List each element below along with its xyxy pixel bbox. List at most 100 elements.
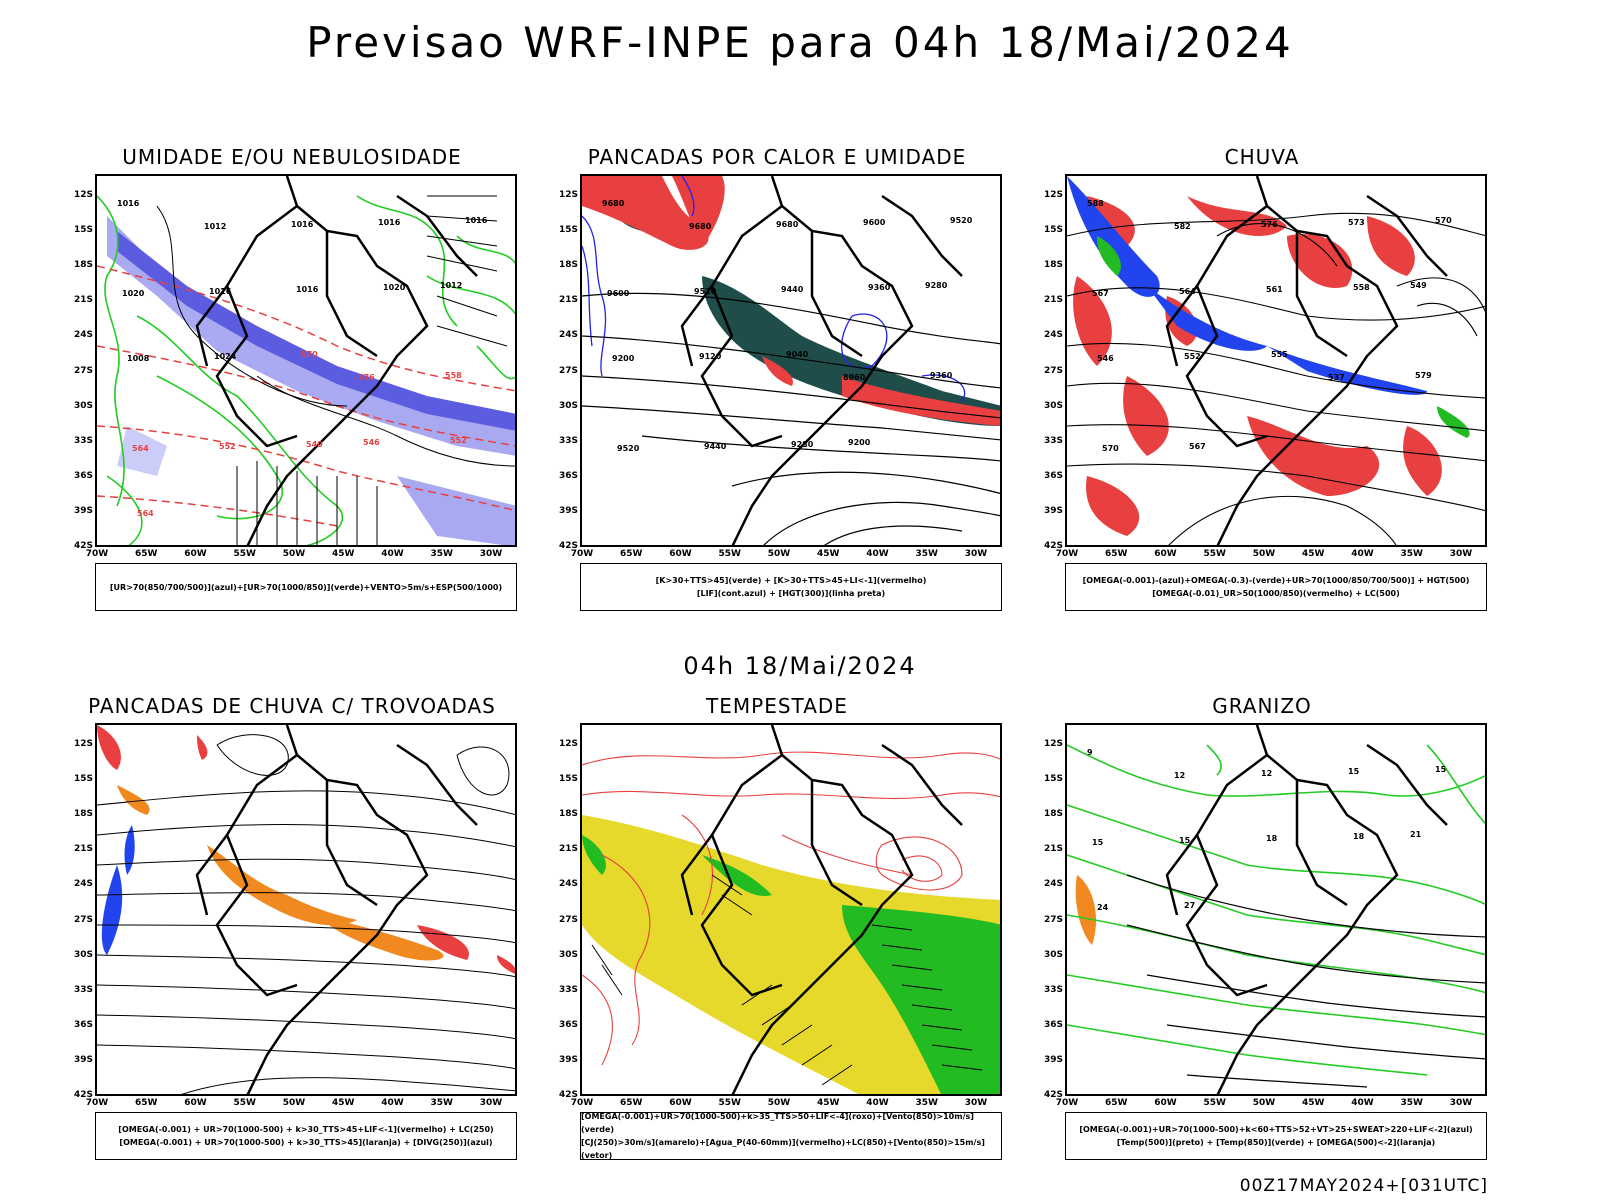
contour-value-label: 1016 [209,287,232,296]
lat-tick-label: 39S [558,1054,578,1065]
hgt300-black-contours [582,292,1000,545]
panel-tempestade: TEMPESTADE [542,694,1012,1164]
panel-title: PANCADAS POR CALOR E UMIDADE [587,145,967,169]
lat-tick-label: 18S [1043,260,1063,271]
lat-tick-label: 30S [73,949,93,960]
lon-tick-label: 35W [430,549,453,559]
panel-title: CHUVA [1224,145,1300,169]
panel-legend: [OMEGA(-0.001)+UR>70(1000-500)+k<60+TTS>… [1065,1112,1487,1160]
map-umidade: 1016 1012 1016 1016 1016 1020 1016 1016 1020 1012… [95,174,517,547]
lat-tick-label: 27S [558,914,578,925]
panel-title: UMIDADE E/OU NEBULOSIDADE [122,145,462,169]
legend-line: [OMEGA(-0.001) + UR>70(1000-500) + k>30_… [118,1125,494,1134]
lat-tick-label: 42S [558,1090,578,1100]
contour-value-label: 1020 [122,289,145,298]
map-trovoadas [95,723,517,1096]
lat-tick-label: 30S [1043,949,1063,960]
lat-tick-label: 18S [1043,809,1063,820]
contour-value-label: 588 [1087,199,1104,208]
lat-tick-label: 15S [1043,225,1063,236]
lat-tick-label: 39S [1043,505,1063,516]
contour-value-label: 8960 [843,373,866,382]
temp500-black-contours [1126,874,1485,1088]
country-borders [680,725,963,1094]
lon-tick-label: 70W [570,549,594,559]
lat-tick-label: 30S [558,400,578,411]
lat-tick-label: 12S [1043,739,1063,749]
contour-value-label: 15 [1092,838,1104,847]
run-info-footer: 00Z17MAY2024+[031UTC] [1239,1176,1488,1196]
lat-tick-label: 12S [558,739,578,749]
contour-value-label: 24 [1097,903,1109,912]
lat-tick-label: 33S [1043,984,1063,995]
lon-tick-label: 50W [282,1098,306,1108]
lon-tick-label: 60W [184,1098,207,1108]
contour-value-label: 1016 [465,216,488,225]
contour-value-label: 573 [1348,218,1365,227]
lon-tick-label: 65W [1105,1098,1128,1108]
lat-tick-label: 12S [558,190,578,200]
rain-green-areas [1097,236,1470,438]
contour-value-label: 12 [1174,771,1185,780]
contour-value-label: 570 [1435,216,1452,225]
lon-tick-label: 55W [718,549,741,559]
contour-value-label: 9600 [607,289,630,298]
lon-tick-label: 45W [332,549,355,559]
lat-tick-label: 36S [558,1019,578,1030]
country-borders [1165,725,1448,1094]
lat-tick-label: 39S [1043,1054,1063,1065]
lon-tick-label: 65W [620,549,643,559]
lat-tick-label: 27S [73,914,93,925]
lat-tick-label: 24S [1043,879,1063,890]
lat-tick-label: 39S [73,505,93,516]
lon-tick-label: 70W [85,549,109,559]
map-chuva: 588 582 576 573 570 567 564 561 558 549 546 552 555 5… [1065,174,1487,547]
lat-tick-label: 42S [558,541,578,551]
mid-title: 04h 18/Mai/2024 [683,652,917,680]
lon-tick-label: 30W [964,549,988,559]
lon-tick-label: 35W [915,549,938,559]
lat-tick-label: 21S [73,844,93,855]
lat-tick-label: 27S [73,365,93,376]
panel-legend: [OMEGA(-0.001) + UR>70(1000-500) + k>30_… [95,1112,517,1160]
lat-tick-label: 24S [558,879,578,890]
temp850-green-contours [1067,744,1485,1076]
contour-value-label: 9680 [776,220,799,229]
panel-legend: [OMEGA(-0.001)-(azul)+OMEGA(-0.3)-(verde… [1065,563,1487,611]
contour-value-label: 1012 [440,281,462,290]
legend-line: [OMEGA(-0.001)+UR>70(1000-500)+k<60+TTS>… [1079,1125,1473,1134]
contour-value-label: 1008 [127,354,150,363]
contour-value-label: 15 [1348,767,1360,776]
lat-tick-label: 12S [1043,190,1063,200]
contour-value-label: 9680 [689,222,712,231]
lif-blue-contours [582,176,966,402]
panel-trovoadas: PANCADAS DE CHUVA C/ TROVOADAS [57,694,527,1164]
contour-value-label: 564 [137,509,154,518]
lat-tick-label: 24S [558,330,578,341]
contour-value-label: 555 [1271,350,1288,359]
contour-value-label: 15 [1179,836,1191,845]
lat-tick-label: 18S [558,809,578,820]
lon-tick-label: 60W [184,549,207,559]
lat-tick-label: 21S [1043,295,1063,306]
map-tempestade [580,723,1002,1096]
lat-tick-label: 36S [73,470,93,481]
contour-value-label: 564 [132,444,149,453]
contour-value-label: 579 [1415,371,1432,380]
panel-title: GRANIZO [1212,694,1312,718]
contour-value-label: 9280 [791,440,814,449]
lon-tick-label: 30W [479,1098,503,1108]
lat-tick-label: 15S [73,774,93,785]
humidity-green-contours [97,195,515,545]
contour-value-label: 9200 [848,438,871,447]
contour-value-label: 561 [1266,285,1283,294]
contour-value-label: 1016 [291,220,314,229]
panel-legend: [OMEGA(-0.001)+UR>70(1000-500)+k>35_TTS>… [580,1112,1002,1160]
lat-tick-label: 30S [73,400,93,411]
contour-value-label: 18 [1266,834,1278,843]
contour-value-label: 9280 [925,281,948,290]
contour-value-label: 567 [1189,442,1206,451]
map-granizo: 9 12 12 15 15 15 15 18 18 21 24 27 [1065,723,1487,1096]
panel-title: PANCADAS DE CHUVA C/ TROVOADAS [88,694,496,718]
panel-umidade: UMIDADE E/OU NEBULOSIDADE [57,145,527,615]
